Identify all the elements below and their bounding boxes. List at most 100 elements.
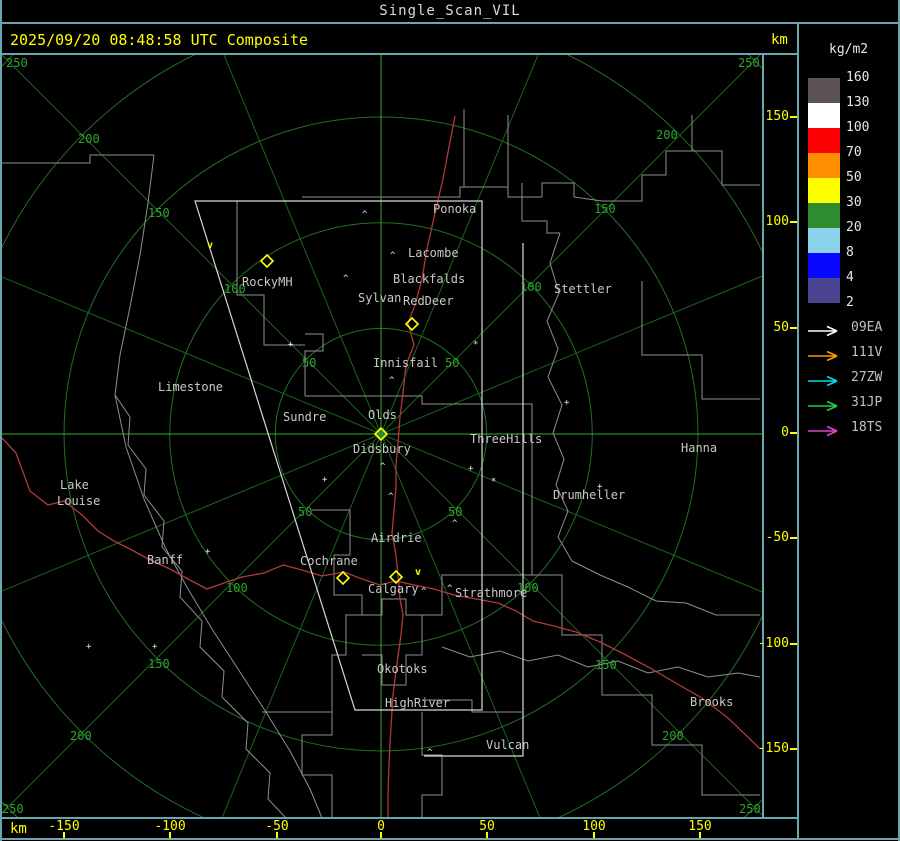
- town-marker: ^: [421, 587, 427, 597]
- legend-scale-value: 50: [846, 170, 862, 185]
- county-boundary: [521, 183, 560, 234]
- county-boundary: [502, 403, 533, 498]
- station-arrow-path: [808, 400, 838, 412]
- legend-scale-value: 4: [846, 270, 854, 285]
- header-bar: 2025/09/20 08:48:58 UTC Composite km: [2, 24, 798, 53]
- city-label-brooks: Brooks: [690, 695, 733, 709]
- county-boundary: [546, 232, 573, 562]
- y-tick-label: 100: [765, 214, 789, 229]
- ring-distance-label: 200: [70, 729, 92, 743]
- highway-line: [395, 580, 761, 750]
- city-label-highriver: HighRiver: [385, 696, 450, 710]
- azimuth-radial: [2, 433, 382, 814]
- legend-scale-value: 100: [846, 120, 870, 135]
- azimuth-radial: [223, 55, 382, 435]
- town-marker: +: [205, 547, 211, 557]
- county-boundary: [421, 712, 443, 818]
- radar-site-marker: [373, 426, 389, 442]
- county-boundary: [302, 186, 542, 198]
- city-label-limestone: Limestone: [158, 380, 223, 394]
- ring-distance-label: 250: [6, 56, 28, 70]
- city-label-olds: Olds: [368, 408, 397, 422]
- station-id-label: 27ZW: [851, 370, 883, 385]
- x-tick-label: -50: [265, 819, 289, 834]
- station-arrow-icon: [806, 397, 848, 412]
- city-label-innisfail: Innisfail: [373, 356, 438, 370]
- station-id-label: 18TS: [851, 420, 883, 435]
- town-marker: ^: [362, 210, 368, 220]
- city-label-sylvan: Sylvan: [358, 291, 401, 305]
- y-tick-label: -50: [765, 530, 789, 545]
- bottom-axis-unit: km: [10, 821, 27, 837]
- station-arrow-path: [808, 350, 838, 362]
- county-boundary: [532, 574, 760, 796]
- legend-unit-label: kg/m2: [829, 42, 869, 57]
- legend-color-block: [808, 253, 840, 278]
- county-boundary: [422, 498, 533, 616]
- azimuth-radial: [2, 276, 382, 435]
- ring-distance-label: 250: [739, 802, 761, 816]
- azimuth-radial: [2, 55, 382, 435]
- window-frame-right: [898, 0, 900, 841]
- town-marker: +: [468, 464, 474, 474]
- x-tick-label: 100: [582, 819, 606, 834]
- town-marker: +: [322, 475, 328, 485]
- map-area: 250 200 150 100 50 250 200 150 100 50 50 100 150 200 2…: [2, 55, 762, 818]
- city-label-calgary: Calgary: [368, 582, 419, 596]
- town-marker: ^: [380, 462, 386, 472]
- station-arrow-icon: [806, 422, 848, 437]
- window-frame-left: [0, 0, 2, 841]
- county-boundary: [441, 646, 761, 678]
- town-marker: ^: [343, 274, 349, 284]
- y-tick-mark: [790, 643, 797, 645]
- county-boundary: [541, 115, 693, 202]
- ring-distance-label: 50: [302, 356, 316, 370]
- legend-color-block: [808, 178, 840, 203]
- scan-boundary-line: [424, 243, 524, 757]
- ring-distance-label: 150: [595, 658, 617, 672]
- county-boundary: [114, 394, 323, 818]
- x-tick-label: -150: [48, 819, 80, 834]
- city-label-reddeer: RedDeer: [403, 294, 454, 308]
- city-label-vulcan: Vulcan: [486, 738, 529, 752]
- ring-distance-label: 150: [148, 206, 170, 220]
- azimuth-radial: [380, 433, 762, 593]
- window-title: Single_Scan_VIL: [379, 3, 521, 19]
- ring-distance-label: 150: [594, 202, 616, 216]
- ring-distance-label: 250: [738, 56, 760, 70]
- radar-map: 250 200 150 100 50 250 200 150 100 50 50 100 150 200 2…: [2, 55, 762, 818]
- town-marker: +: [564, 398, 570, 408]
- county-boundary: [571, 560, 760, 616]
- x-tick-label: -100: [154, 819, 186, 834]
- y-tick-mark: [790, 221, 797, 223]
- x-tick-mark: [380, 832, 382, 838]
- azimuth-radial: [380, 55, 761, 435]
- y-tick-label: 0: [781, 425, 789, 440]
- x-tick-mark: [486, 832, 488, 838]
- ring-distance-label: 150: [148, 657, 170, 671]
- highway-line: [2, 437, 397, 590]
- city-label-airdrie: Airdrie: [371, 531, 422, 545]
- station-arrow-path: [808, 375, 838, 387]
- station-id-label: 09EA: [851, 320, 883, 335]
- legend-scale-value: 130: [846, 95, 870, 110]
- city-label-cochrane: Cochrane: [300, 554, 358, 568]
- radar-site-marker: [388, 569, 404, 585]
- x-tick-mark: [63, 832, 65, 838]
- county-boundary: [2, 154, 154, 164]
- azimuth-radial: [380, 55, 539, 435]
- town-marker: +: [86, 642, 92, 652]
- radar-site-marker: [404, 316, 420, 332]
- legend-scale-value: 70: [846, 145, 862, 160]
- town-marker: +: [597, 482, 603, 492]
- legend-panel: kg/m2 160 130 100 70 50 30 20 8 4 2 09EA 111V 27ZW 31…: [799, 24, 898, 838]
- town-marker: +: [288, 340, 294, 350]
- legend-color-block: [808, 128, 840, 153]
- county-boundary: [305, 395, 502, 405]
- town-marker: ^: [427, 748, 433, 758]
- y-tick-mark: [790, 748, 797, 750]
- title-separator: [0, 22, 900, 24]
- y-tick-label: 150: [765, 109, 789, 124]
- station-arrow-glyph: [808, 425, 838, 437]
